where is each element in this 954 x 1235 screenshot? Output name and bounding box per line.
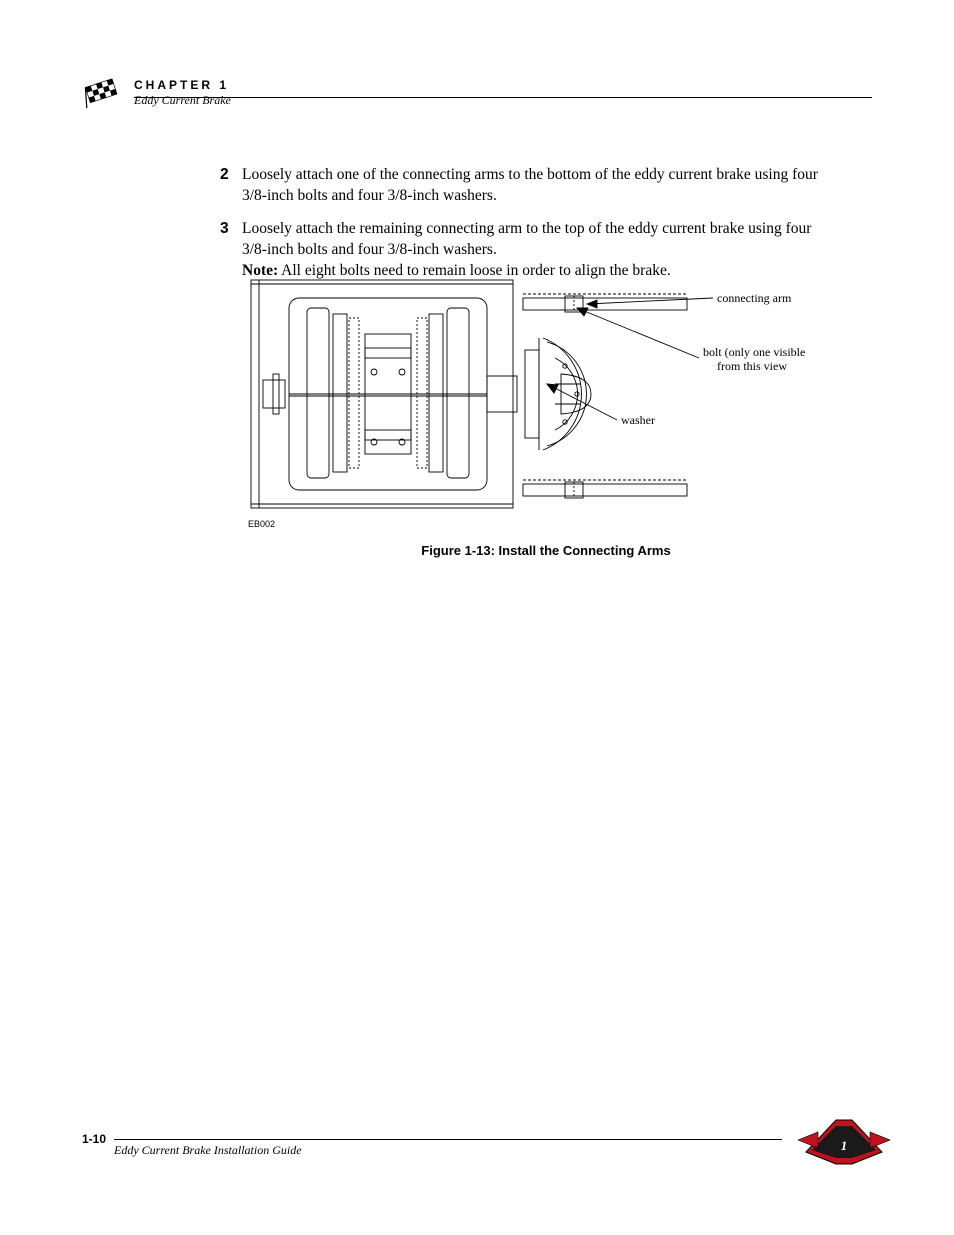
page-footer: 1-10 Eddy Current Brake Installation Gui… [82, 1108, 872, 1168]
diagram-code: EB002 [248, 519, 845, 529]
step-number: 3 [220, 219, 242, 282]
page-number: 1-10 [82, 1132, 106, 1146]
step-3: 3 Loosely attach the remaining connectin… [220, 219, 840, 282]
step-text: Loosely attach the remaining connecting … [242, 219, 840, 282]
chapter-label: CHAPTER 1 [134, 78, 231, 92]
callout-washer: washer [621, 413, 655, 427]
callout-connecting-arm: connecting arm [717, 291, 792, 305]
footer-rule [114, 1139, 782, 1140]
dynojet-logo-icon: 1 [796, 1110, 892, 1172]
step-main-text: Loosely attach the remaining connecting … [242, 220, 811, 258]
svg-text:1: 1 [841, 1138, 848, 1153]
footer-guide-title: Eddy Current Brake Installation Guide [114, 1143, 302, 1158]
brake-diagram: connecting arm bolt (only one visible fr… [247, 276, 845, 516]
callout-bolt-line1: bolt (only one visible [703, 345, 805, 359]
header-rule [134, 97, 872, 98]
chapter-subtitle: Eddy Current Brake [134, 93, 231, 108]
figure-1-13: connecting arm bolt (only one visible fr… [247, 276, 845, 558]
step-text: Loosely attach one of the connecting arm… [242, 165, 840, 207]
step-2: 2 Loosely attach one of the connecting a… [220, 165, 840, 207]
step-number: 2 [220, 165, 242, 207]
instruction-steps: 2 Loosely attach one of the connecting a… [220, 165, 840, 294]
figure-caption: Figure 1-13: Install the Connecting Arms [336, 543, 756, 558]
callout-bolt-line2: from this view [717, 359, 787, 373]
checkered-flag-icon [82, 78, 126, 108]
